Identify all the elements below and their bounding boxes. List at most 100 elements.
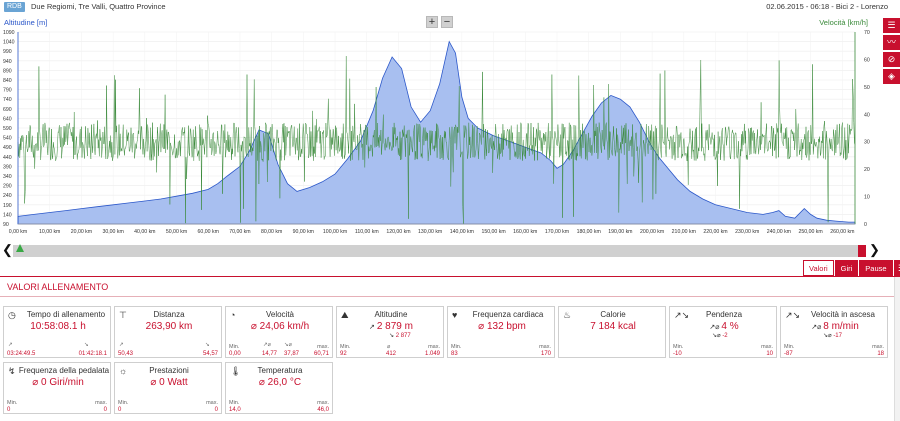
training-values-section: VALORI ALLENAMENTO ◷ Tempo di allenament… (0, 276, 900, 421)
mountain-icon: ⛰ (341, 310, 349, 320)
slope-icon: ↗↘ (674, 310, 690, 320)
card-title: Altitudine (374, 310, 408, 319)
max-label: max. (95, 400, 107, 406)
zoom-out-button[interactable]: − (441, 16, 453, 28)
scroll-start-handle[interactable] (16, 244, 24, 252)
x-tick-label: 110,00 km (355, 229, 379, 235)
tab-valori[interactable]: Valori (803, 260, 834, 276)
y-left-tick-label: 240 (3, 193, 12, 199)
card-altitudine: ⛰ Altitudine ↗ 2 879 m ↘ 2 877 Min. ⌀ ma… (336, 306, 444, 358)
downhill-avg: 37,87 (284, 351, 300, 357)
ride-time: 06:18 (810, 2, 830, 11)
speed-line (17, 56, 856, 225)
card-frequenza: ♥ Frequenza cardiaca ⌀ 132 bpm Min. max.… (447, 306, 555, 358)
max-value: 10 (766, 351, 773, 357)
scroll-range[interactable] (13, 245, 865, 257)
scroll-right-icon[interactable]: ❯ (869, 242, 880, 257)
card-pedalata: ↯ Frequenza della pedalata ⌀ 0 Giri/min … (3, 362, 111, 414)
min-value: 0,00 (229, 351, 241, 357)
scroll-end-handle[interactable] (858, 245, 866, 257)
max-label: max. (539, 344, 551, 350)
min-value: 0 (7, 407, 11, 413)
x-tick-label: 80,00 km (261, 229, 282, 235)
card-calorie: ♨ Calorie 7 184 kcal (558, 306, 666, 358)
scroll-left-icon[interactable]: ❮ (2, 242, 13, 257)
x-tick-label: 120,00 km (386, 229, 410, 235)
y-left-tick-label: 140 (3, 212, 12, 218)
list-icon[interactable]: ☰ (883, 18, 900, 33)
max-value: 60,71 (313, 351, 329, 357)
card-value: ↗⌀ 8 m/min (811, 321, 859, 332)
range-scroller[interactable]: ❮ ❯ (0, 242, 880, 258)
x-tick-label: 190,00 km (608, 229, 632, 235)
route-title: Due Regiomi, Tre Valli, Quattro Province (31, 2, 166, 11)
line-chart-icon[interactable]: 〰 (883, 35, 900, 50)
min-value: -87 (784, 351, 793, 357)
y-left-tick-label: 840 (3, 78, 12, 84)
ride-bike: Bici 2 (835, 2, 855, 11)
bulb-icon: ☼ (119, 366, 128, 376)
y-right-tick-label: 10 (864, 195, 870, 201)
values-tabs: Valori Giri Pause ☰ (803, 260, 900, 276)
speed-axis-label: Velocità [km/h] (819, 18, 868, 27)
altitude-speed-chart[interactable]: 1090104099094089084079074069064059054049… (0, 14, 880, 242)
min-label: Min. (784, 344, 795, 350)
uphill-time: 03:24:49.5 (7, 351, 36, 357)
ride-rider: Lorenzo (860, 2, 888, 11)
card-title: Prestazioni (149, 366, 189, 375)
x-tick-label: 100,00 km (323, 229, 347, 235)
altitude-axis-selector[interactable]: Altitudine [m] (4, 18, 48, 27)
tab-giri[interactable]: Giri (834, 260, 859, 276)
y-left-tick-label: 1090 (3, 30, 15, 36)
max-label: max. (317, 344, 329, 350)
y-left-tick-label: 390 (3, 164, 12, 170)
x-tick-label: 70,00 km (229, 229, 250, 235)
min-value: 14,0 (229, 407, 241, 413)
card-value: ⌀ 0 Giri/min (32, 377, 84, 388)
tab-pause[interactable]: Pause (859, 260, 893, 276)
x-tick-label: 180,00 km (577, 229, 601, 235)
uphill-icon: ↗ (8, 342, 13, 348)
min-value: -10 (673, 351, 682, 357)
card-value: 10:58:08.1 h (30, 321, 86, 332)
speedometer-icon: ◔ (230, 310, 236, 320)
x-tick-label: 40,00 km (134, 229, 155, 235)
y-left-tick-label: 340 (3, 174, 12, 180)
avg-value: 412 (386, 351, 397, 357)
x-tick-label: 10,00 km (39, 229, 60, 235)
no-gps-icon[interactable]: ⊘ (883, 52, 900, 67)
card-value: ⌀ 132 bpm (478, 321, 526, 332)
uphill-avg-icon: ↗⌀ (811, 324, 824, 331)
chart-area[interactable]: 1090 1040 990 940 890 840 790 740 690 640 590 540 49… (0, 14, 880, 242)
y-left-tick-label: 890 (3, 68, 12, 74)
downhill-icon: ↘ (84, 342, 89, 348)
card-velocita: ◔ Velocità ⌀ 24,06 km/h Min. ↗⌀ ↘⌀ max. … (225, 306, 333, 358)
y-left-tick-label: 940 (3, 59, 12, 65)
downhill-distance: 54,57 (202, 351, 218, 357)
y-left-tick-label: 990 (3, 49, 12, 55)
header: RDB Due Regiomi, Tre Valli, Quattro Prov… (0, 0, 900, 14)
downhill-avg: ↘⌀ -2 (712, 333, 728, 339)
vertical-scrollbar[interactable] (894, 277, 900, 421)
y-right-tick-label: 70 (864, 30, 870, 36)
x-tick-label: 170,00 km (545, 229, 569, 235)
min-label: Min. (229, 344, 240, 350)
x-tick-label: 250,00 km (798, 229, 822, 235)
card-ascesa: ↗↘ Velocità in ascesa ↗⌀ 8 m/min ↘⌀ -17 … (780, 306, 888, 358)
list-icon[interactable]: ☰ (893, 260, 900, 276)
logo[interactable]: RDB (4, 2, 25, 12)
x-tick-label: 220,00 km (703, 229, 727, 235)
map-icon[interactable]: ◈ (883, 69, 900, 84)
card-value: ↗ 2 879 m (337, 321, 445, 332)
ascent-icon: ↗ (369, 324, 377, 331)
max-label: max. (317, 400, 329, 406)
card-value: ⌀ 0 Watt (150, 377, 188, 388)
descent-total: ↘ 2 877 (389, 333, 411, 339)
y-left-tick-label: 790 (3, 88, 12, 94)
uphill-avg-icon: ↗⌀ (709, 324, 722, 331)
zoom-in-button[interactable]: + (426, 16, 438, 28)
thermometer-icon: 🌡 (230, 366, 242, 376)
card-value: 263,90 km (145, 321, 193, 332)
uphill-avg: 14,77 (262, 351, 278, 357)
card-temperatura: 🌡 Temperatura ⌀ 26,0 °C Min. max. 14,0 4… (225, 362, 333, 414)
